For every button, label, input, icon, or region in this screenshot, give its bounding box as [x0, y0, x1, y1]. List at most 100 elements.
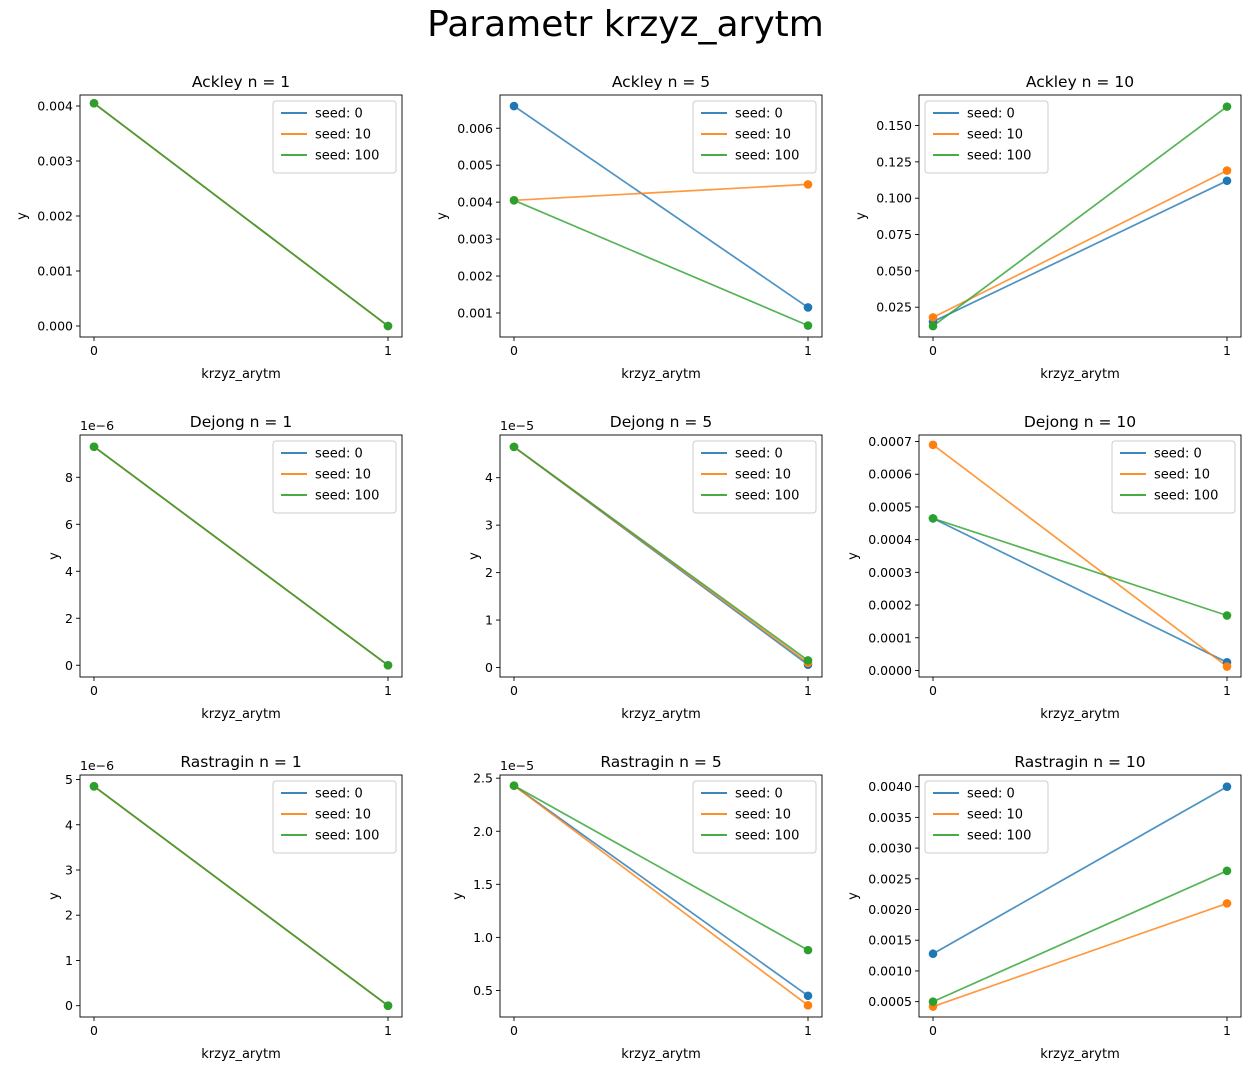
series-point [928, 949, 938, 959]
y-tick-label: 0.075 [876, 227, 912, 242]
series-line [513, 446, 809, 662]
series-point [803, 945, 813, 955]
subplot-title: Dejong n = 1 [190, 413, 292, 431]
x-tick-label: 1 [1223, 343, 1231, 358]
y-tick-label: 0.0040 [868, 779, 912, 794]
series-point [383, 660, 393, 670]
series-point [1222, 176, 1232, 186]
series-point [1222, 102, 1232, 111]
y-tick-label: 3 [485, 518, 493, 533]
legend: seed: 0 seed: 10 seed: 100 [272, 100, 397, 174]
y-tick-label: 0.001 [457, 305, 493, 320]
y-axis-label: y [47, 892, 62, 900]
y-tick-label: 1.0 [473, 930, 493, 945]
series-line [93, 446, 389, 666]
series-point [383, 1001, 393, 1010]
subplot-title: Ackley n = 10 [1026, 73, 1134, 91]
y-tick-label: 4 [65, 564, 73, 579]
y-tick-label: 0.100 [876, 191, 912, 206]
series-point [803, 991, 813, 1001]
subplot: Rastragin n = 5 0 1 0.5 1.0 1.5 2.0 2.5 1e−5 krzy… [451, 753, 823, 1062]
y-tick-label: 6 [65, 517, 73, 532]
y-axis-label: y [451, 892, 466, 900]
y-tick-label: 1.5 [473, 877, 493, 892]
y-axis-label: y [846, 552, 861, 560]
y-tick-label: 0 [65, 658, 73, 673]
x-axis-label: krzyz_arytm [621, 707, 700, 722]
y-tick-label: 2 [485, 565, 493, 580]
x-axis-label: krzyz_arytm [1040, 367, 1119, 382]
series-point [509, 781, 519, 790]
series-point [928, 514, 938, 523]
x-axis-label: krzyz_arytm [621, 1047, 700, 1062]
series-point [1222, 782, 1232, 791]
y-tick-label: 2 [65, 611, 73, 626]
legend-label: seed: 100 [967, 829, 1031, 844]
series-line [513, 784, 809, 951]
legend-label: seed: 10 [1154, 468, 1210, 483]
series-line [513, 199, 809, 327]
series-line [513, 183, 809, 202]
y-axis-label: y [47, 552, 62, 560]
y-tick-label: 0.0015 [868, 933, 912, 948]
series-point [89, 98, 99, 108]
y-tick-label: 0.003 [457, 232, 493, 247]
subplot: Ackley n = 10 0 1 0.025 0.050 0.075 0.100 0.125… [854, 73, 1242, 382]
legend-label: seed: 0 [315, 107, 363, 122]
y-tick-label: 1 [65, 953, 73, 968]
series-line [932, 180, 1228, 323]
y-tick-label: 8 [65, 470, 73, 485]
legend: seed: 0 seed: 10 seed: 100 [924, 100, 1049, 174]
y-tick-label: 0.004 [37, 99, 73, 114]
legend-label: seed: 100 [735, 829, 799, 844]
x-tick-label: 0 [929, 343, 937, 358]
legend: seed: 0 seed: 10 seed: 100 [692, 440, 817, 514]
x-tick-label: 0 [929, 1023, 937, 1038]
x-tick-label: 1 [384, 343, 392, 358]
legend: seed: 0 seed: 10 seed: 100 [1111, 440, 1236, 514]
y-tick-label: 0.0010 [868, 963, 912, 978]
legend-label: seed: 10 [315, 808, 371, 823]
y-tick-label: 3 [65, 862, 73, 877]
legend-label: seed: 100 [315, 829, 379, 844]
x-tick-label: 1 [384, 683, 392, 698]
series-line [513, 105, 809, 309]
series-line [932, 870, 1228, 1003]
y-axis-label: y [846, 892, 861, 900]
y-tick-label: 0.0035 [868, 810, 912, 825]
y-tick-label: 2.5 [473, 771, 493, 786]
y-tick-label: 0.003 [37, 154, 73, 169]
legend-label: seed: 0 [315, 787, 363, 802]
y-tick-label: 0.0007 [868, 434, 912, 449]
y-tick-label: 0.004 [457, 195, 493, 210]
series-point [1222, 662, 1232, 671]
y-tick-label: 0 [485, 660, 493, 675]
subplot-title: Ackley n = 5 [612, 73, 710, 91]
y-offset-exponent: 1e−5 [500, 758, 534, 773]
x-axis-label: krzyz_arytm [1040, 707, 1119, 722]
subplot: Dejong n = 10 0 1 0.0000 0.0001 0.0002 0.0003 0… [846, 413, 1242, 722]
series-point [928, 440, 938, 450]
legend-label: seed: 0 [735, 447, 783, 462]
y-tick-label: 2.0 [473, 824, 493, 839]
subplot-title: Ackley n = 1 [192, 73, 290, 91]
y-axis-label: y [854, 212, 869, 220]
series-point [509, 195, 519, 205]
y-tick-label: 0.000 [37, 319, 73, 334]
subplot: Dejong n = 1 0 1 0 2 4 6 8 1e−6 krzyz_arytm y seed:… [47, 413, 403, 722]
subplot-title: Rastragin n = 10 [1014, 753, 1145, 771]
series-point [1222, 611, 1232, 620]
legend-label: seed: 100 [735, 149, 799, 164]
legend-label: seed: 0 [315, 447, 363, 462]
legend: seed: 0 seed: 10 seed: 100 [924, 780, 1049, 854]
subplot-title: Rastragin n = 5 [600, 753, 721, 771]
y-tick-label: 0.025 [876, 300, 912, 315]
series-line [932, 517, 1228, 664]
legend-label: seed: 10 [735, 808, 791, 823]
series-point [803, 180, 813, 189]
subplot: Rastragin n = 10 0 1 0.0005 0.0010 0.0015 0.00… [846, 753, 1242, 1062]
series-line [93, 102, 389, 327]
series-point [803, 321, 813, 330]
series-point [509, 101, 519, 111]
